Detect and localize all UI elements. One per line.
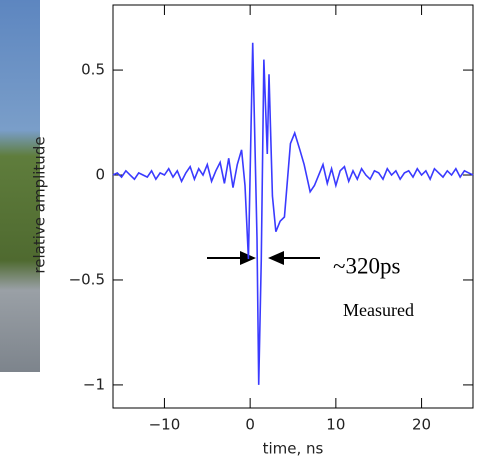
x-tick-label: −10 (149, 416, 181, 434)
plot-frame (112, 4, 474, 409)
signal-line (112, 42, 474, 385)
x-tick-label: 0 (245, 416, 255, 434)
y-tick-label: 0.5 (81, 61, 105, 79)
y-tick-label: −1 (83, 375, 105, 393)
photo-fragment (0, 0, 40, 372)
x-tick-label: 10 (326, 416, 345, 434)
x-tick-label: 20 (412, 416, 431, 434)
y-tick-label: −0.5 (69, 270, 105, 288)
y-tick-label: 0 (95, 166, 105, 184)
annotation: ~320ps (333, 253, 400, 278)
annotation: Measured (343, 300, 414, 320)
arrows (207, 251, 320, 265)
y-axis-label: relative amplitude (31, 136, 49, 273)
x-axis-label: time, ns (263, 440, 324, 458)
